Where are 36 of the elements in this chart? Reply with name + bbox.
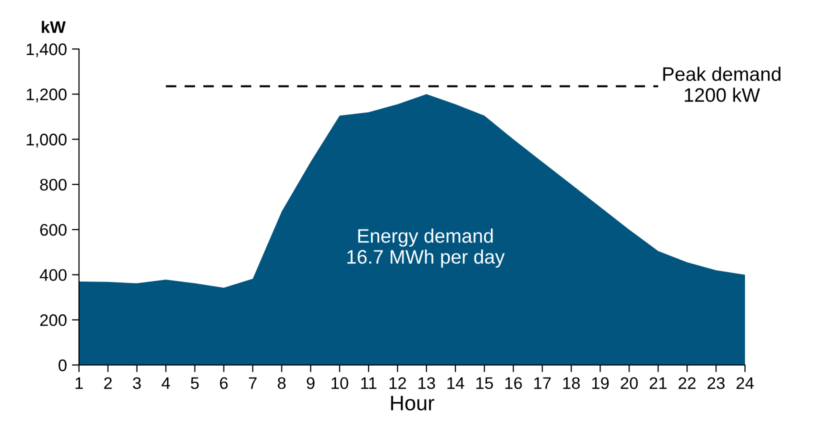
x-tick-label: 20 — [620, 377, 638, 390]
x-tick-label: 23 — [708, 377, 725, 390]
x-tick-label: 5 — [190, 377, 199, 390]
x-tick-label: 6 — [220, 377, 228, 390]
y-tick-label: 1,400 — [26, 43, 67, 58]
x-tick-label: 18 — [563, 377, 580, 390]
y-tick-label: 400 — [40, 269, 67, 281]
x-tick-label: 13 — [418, 377, 436, 390]
ref-line-label: Peak demand 1200 kW — [663, 66, 780, 102]
x-tick-label: 12 — [390, 377, 406, 389]
y-tick-label: 200 — [40, 314, 67, 326]
x-tick-label: 8 — [278, 377, 286, 390]
x-tick-label: 10 — [332, 377, 348, 390]
y-tick-label: 1,200 — [26, 88, 67, 102]
x-tick-label: 9 — [306, 377, 314, 390]
y-tick-label: 600 — [40, 224, 67, 236]
x-tick-label: 24 — [736, 377, 754, 389]
x-tick-label: 7 — [248, 377, 257, 389]
y-tick-label: 1,000 — [26, 134, 67, 148]
y-axis-title: kW — [42, 20, 66, 33]
x-tick-label: 17 — [534, 377, 551, 389]
y-tick-label: 800 — [40, 178, 67, 191]
x-tick-label: 19 — [592, 377, 609, 390]
x-tick-label: 3 — [132, 377, 141, 390]
x-tick-label: 11 — [361, 377, 376, 389]
x-tick-label: 14 — [447, 377, 464, 389]
x-tick-label: 4 — [162, 377, 170, 389]
x-tick-label: 16 — [505, 377, 522, 390]
x-tick-label: 22 — [678, 377, 696, 389]
x-tick-label: 21 — [650, 377, 667, 389]
x-tick-label: 1 — [76, 377, 83, 389]
x-tick-label: 2 — [104, 377, 112, 389]
y-tick-label: 0 — [58, 359, 67, 372]
x-axis-title: Hour — [391, 396, 434, 410]
x-tick-label: 15 — [476, 377, 493, 390]
annotation: Energy demand 16.7 MWh per day — [347, 228, 505, 268]
